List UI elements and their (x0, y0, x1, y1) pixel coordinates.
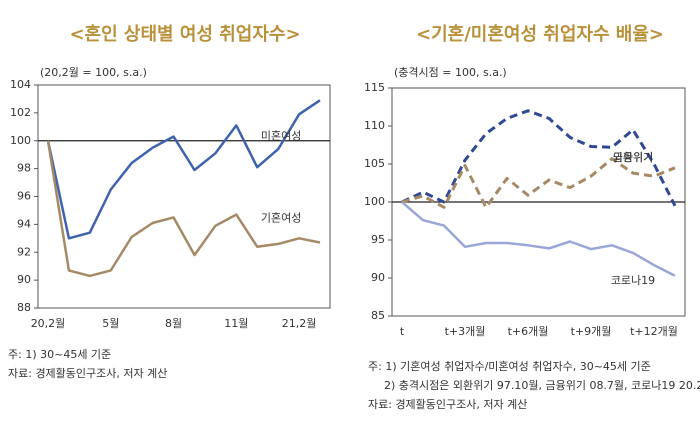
y-tick-label: 98 (17, 162, 31, 175)
y-tick-label: 100 (10, 134, 31, 147)
y-tick-label: 88 (17, 301, 31, 314)
chart-title: <기혼/미혼여성 취업자수 배율> (416, 23, 664, 45)
series-line (46, 99, 321, 240)
x-tick-label: t+9개월 (571, 325, 612, 338)
footnote: 2) 충격시점은 외환위기 97.10월, 금융위기 08.7월, 코로나19 … (384, 379, 700, 392)
footnote: 자료: 경제활동인구조사, 저자 계산 (8, 366, 167, 380)
series-line (401, 109, 677, 207)
chart-title: <혼인 상태별 여성 취업자수> (69, 23, 300, 45)
y-tick-label: 100 (364, 195, 385, 208)
y-tick-label: 102 (10, 106, 31, 119)
series-label: 외환위기 (613, 151, 653, 164)
x-tick-label: 21,2월 (282, 317, 317, 330)
y-tick-label: 105 (364, 157, 385, 170)
series-label: 기혼여성 (261, 211, 301, 224)
x-tick-label: 8월 (165, 317, 182, 330)
x-tick-label: t+6개월 (508, 325, 549, 338)
series-line (401, 201, 676, 277)
x-tick-label: t+3개월 (445, 325, 486, 338)
x-tick-label: 11월 (224, 317, 248, 330)
y-tick-label: 95 (371, 233, 385, 246)
chart-subtitle: (충격시점 = 100, s.a.) (394, 66, 507, 79)
series-line (401, 157, 676, 209)
footnote: 주: 1) 30~45세 기준 (8, 348, 111, 361)
y-tick-label: 96 (17, 190, 31, 203)
y-tick-label: 110 (364, 119, 385, 132)
y-tick-label: 85 (371, 309, 385, 322)
x-tick-label: 5월 (102, 317, 119, 330)
y-tick-label: 90 (17, 273, 31, 286)
series-label: 코로나19 (611, 274, 655, 287)
x-tick-label: 20,2월 (31, 317, 66, 330)
footnote: 주: 1) 기혼여성 취업자수/미혼여성 취업자수, 30~45세 기준 (368, 360, 651, 373)
y-tick-label: 94 (17, 217, 31, 230)
series-label: 금융위기 (613, 151, 653, 164)
footnote: 자료: 경제활동인구조사, 저자 계산 (368, 397, 527, 411)
x-tick-label: t (400, 325, 405, 338)
series-line (46, 140, 321, 278)
y-tick-label: 115 (364, 81, 385, 94)
chart-subtitle: (20,2월 = 100, s.a.) (40, 66, 147, 79)
y-tick-label: 92 (17, 245, 31, 258)
series-label: 미혼여성 (261, 129, 301, 142)
x-tick-label: t+12개월 (630, 325, 678, 338)
y-tick-label: 90 (371, 271, 385, 284)
y-tick-label: 104 (10, 78, 31, 91)
